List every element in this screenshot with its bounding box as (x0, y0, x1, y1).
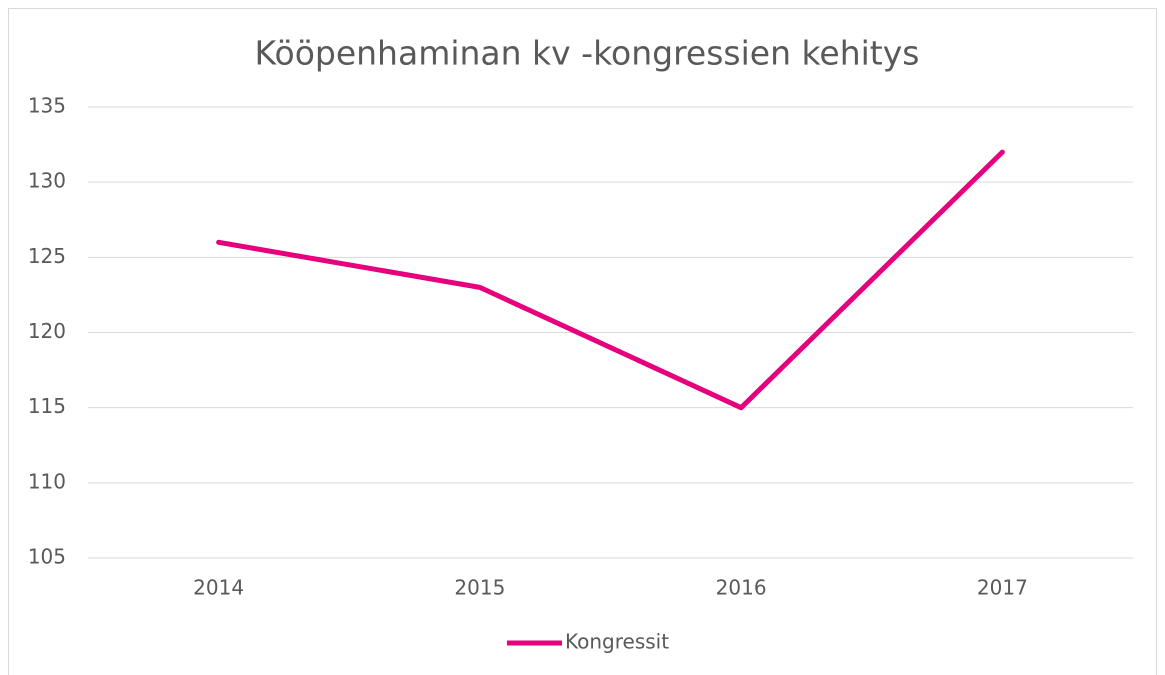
y-tick-label: 125 (28, 244, 66, 268)
chart-border (8, 8, 1157, 675)
series-line (216, 149, 1005, 411)
y-tick-label: 135 (28, 94, 66, 118)
legend-label: Kongressit (565, 630, 669, 654)
y-tick-label: 120 (28, 319, 66, 343)
y-tick-label: 115 (28, 394, 66, 418)
y-tick-label: 105 (28, 545, 66, 569)
x-tick-label: 2016 (716, 576, 767, 600)
y-tick-label: 130 (28, 169, 66, 193)
y-tick-label: 110 (28, 469, 66, 493)
x-tick-label: 2015 (454, 576, 505, 600)
x-tick-label: 2017 (977, 576, 1028, 600)
chart-title: Kööpenhaminan kv -kongressien kehitys (255, 34, 920, 73)
x-tick-label: 2014 (193, 576, 244, 600)
